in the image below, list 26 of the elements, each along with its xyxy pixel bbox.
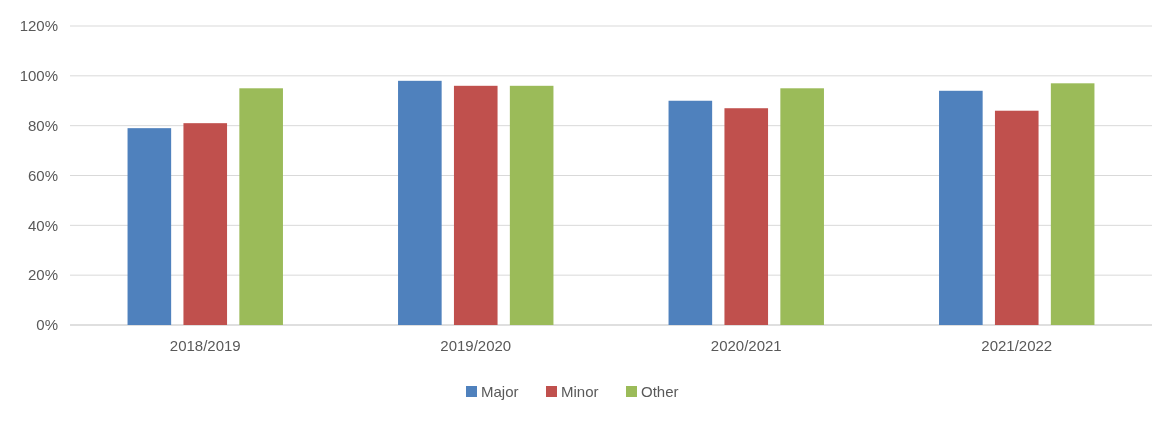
bar: [1050, 83, 1095, 325]
bar: [239, 88, 283, 325]
bar: [780, 88, 824, 325]
y-tick-label: 120%: [19, 17, 58, 35]
legend-label: Other: [641, 383, 679, 401]
x-tick-label: 2021/2022: [981, 337, 1053, 354]
x-tick-label: 2019/2020: [440, 337, 512, 354]
bar: [398, 80, 442, 325]
bar: [668, 100, 713, 325]
bar: [509, 85, 554, 325]
y-tick-label: 80%: [27, 116, 58, 134]
bar: [939, 90, 983, 325]
bar: [453, 85, 498, 325]
y-tick-label: 40%: [27, 216, 58, 234]
legend-label: Minor: [561, 383, 599, 401]
y-tick-label: 100%: [19, 67, 58, 85]
y-tick-label: 20%: [27, 266, 58, 284]
legend-label: Major: [481, 383, 519, 401]
x-tick-label: 2018/2019: [169, 337, 241, 354]
bar: [183, 123, 228, 325]
bar: [994, 110, 1039, 325]
y-tick-label: 60%: [27, 166, 58, 184]
bar: [127, 128, 172, 325]
y-tick-label: 0%: [36, 316, 58, 334]
x-tick-label: 2020/2021: [710, 337, 782, 354]
bar: [724, 108, 769, 325]
